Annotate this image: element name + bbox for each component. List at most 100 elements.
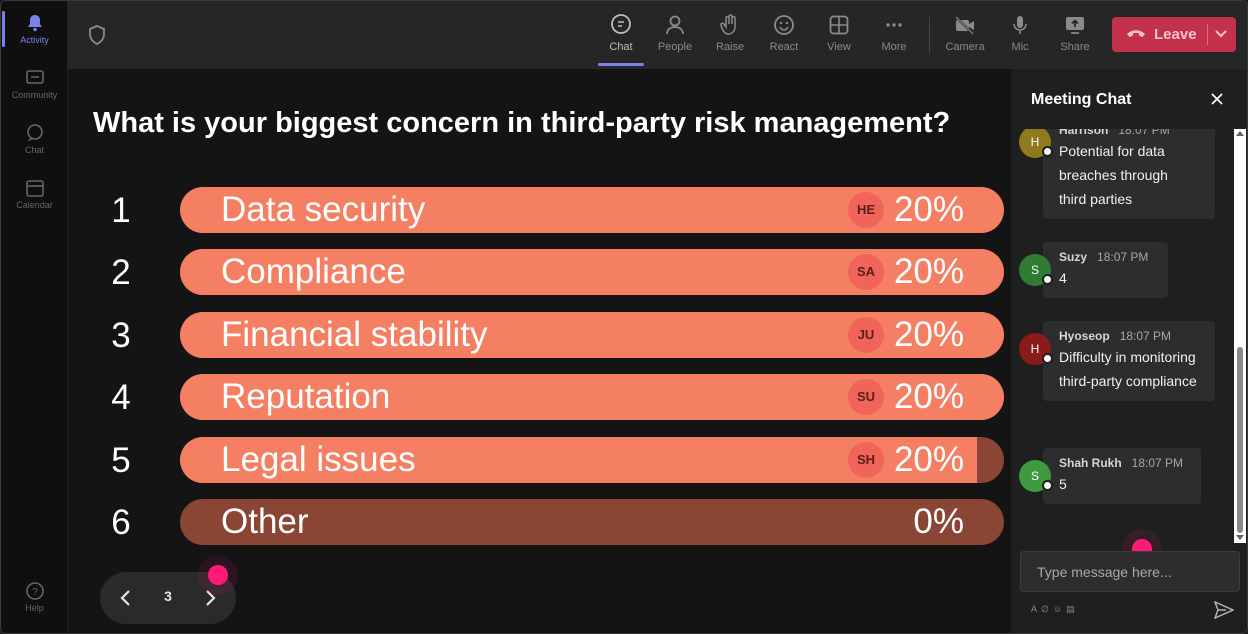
chat-scrollbar[interactable] <box>1234 129 1246 543</box>
sender-name: Hyoseop <box>1059 329 1110 343</box>
option-percent: 20% <box>893 315 964 354</box>
sender-name: Suzy <box>1059 250 1088 264</box>
option-bar: Reputation SU 20% <box>180 374 1004 420</box>
camera-button-label: Camera <box>945 41 985 53</box>
message-input[interactable] <box>1020 551 1240 592</box>
chat-title: Meeting Chat <box>1031 91 1132 108</box>
rail-label: Activity <box>20 35 49 45</box>
send-icon[interactable] <box>1214 601 1234 619</box>
voter-badge: SA <box>848 254 884 290</box>
format-icon[interactable]: A <box>1031 604 1042 614</box>
option-number: 4 <box>111 378 131 417</box>
attach-icon[interactable]: ∅ <box>1041 604 1053 614</box>
rail-label: Help <box>25 603 44 613</box>
scroll-down-arrow-icon[interactable] <box>1236 535 1244 540</box>
message-text: 5 <box>1059 476 1067 492</box>
emoji-icon[interactable]: ☺ <box>1052 604 1067 614</box>
status-dot <box>1042 353 1053 364</box>
chevron-right-icon[interactable] <box>200 588 220 608</box>
chat-button-label: Chat <box>609 41 633 53</box>
option-label: Reputation <box>221 377 391 416</box>
option-number: 6 <box>111 503 131 542</box>
message-text: 4 <box>1059 270 1067 286</box>
voter-badge: JU <box>848 317 884 353</box>
people-button[interactable]: People <box>648 11 702 61</box>
rail-item-chat[interactable]: Chat <box>1 123 68 155</box>
poll-option[interactable]: 4 Reputation SU 20% <box>68 374 1011 420</box>
poll-option[interactable]: 2 Compliance SA 20% <box>68 249 1011 295</box>
option-label: Compliance <box>221 252 406 291</box>
rail-item-activity[interactable]: Activity <box>1 13 68 45</box>
share-button[interactable]: Share <box>1048 11 1102 61</box>
chat-messages: Harrison 18:07 PM Potential for data brea… <box>1011 129 1233 543</box>
option-bar: Other 0% <box>180 499 1004 545</box>
option-label: Financial stability <box>221 315 488 354</box>
leave-button-label: Leave <box>1154 26 1197 43</box>
more-button-label: More <box>881 41 907 53</box>
chevron-down-icon[interactable] <box>1214 29 1228 39</box>
option-bar: Financial stability JU 20% <box>180 312 1004 358</box>
option-number: 5 <box>111 441 131 480</box>
close-icon[interactable] <box>1210 92 1224 106</box>
react-button[interactable]: React <box>757 11 811 61</box>
scroll-thumb[interactable] <box>1237 347 1243 533</box>
toolbar-divider <box>929 17 930 53</box>
shield-icon[interactable] <box>88 25 106 45</box>
option-bar: Legal issues SH 20% <box>180 437 1004 483</box>
chat-message: Harrison 18:07 PM Potential for data brea… <box>1043 129 1215 219</box>
message-text: Potential for data breaches through thir… <box>1059 143 1168 207</box>
view-button[interactable]: View <box>812 11 866 61</box>
voter-badge: SH <box>848 442 884 478</box>
hand-icon <box>720 14 736 35</box>
status-dot <box>1042 146 1053 157</box>
rail-item-help[interactable]: ? Help <box>1 581 68 613</box>
leave-divider <box>1207 24 1208 45</box>
scroll-up-arrow-icon[interactable] <box>1236 131 1244 136</box>
people-icon <box>666 15 684 35</box>
option-label: Other <box>221 502 309 541</box>
raise-hand-button[interactable]: Raise <box>703 11 757 61</box>
avatar[interactable]: H <box>1019 129 1053 158</box>
camera-off-icon <box>955 16 974 35</box>
camera-button[interactable]: Camera <box>938 11 992 61</box>
chat-icon <box>26 124 43 141</box>
chat-button[interactable]: Chat <box>594 11 648 61</box>
rail-item-calendar[interactable]: Calendar <box>1 178 68 210</box>
status-dot <box>1042 274 1053 285</box>
option-number: 3 <box>111 316 131 355</box>
chat-message: Suzy 18:07 PM 4 <box>1043 242 1168 298</box>
rail-item-community[interactable]: Community <box>1 68 68 100</box>
avatar[interactable]: H <box>1019 333 1053 365</box>
react-button-label: React <box>769 41 799 53</box>
more-icon <box>886 23 902 27</box>
meeting-toolbar: Chat People Raise React View More Camera <box>68 1 1247 69</box>
chevron-left-icon[interactable] <box>116 588 136 608</box>
message-time: 18:07 PM <box>1097 250 1149 264</box>
option-bar-fill <box>180 437 977 483</box>
poll-option[interactable]: 6 Other 0% <box>68 499 1011 545</box>
poll-option[interactable]: 3 Financial stability JU 20% <box>68 312 1011 358</box>
poll-option[interactable]: 5 Legal issues SH 20% <box>68 437 1011 483</box>
sender-name: Shah Rukh <box>1059 456 1122 470</box>
sender-name: Harrison <box>1059 129 1109 137</box>
smile-icon <box>774 15 794 35</box>
page-number: 3 <box>164 588 172 604</box>
cursor-indicator <box>208 565 228 585</box>
option-label: Data security <box>221 190 426 229</box>
message-time: 18:07 PM <box>1131 456 1184 470</box>
option-percent: 0% <box>913 502 964 541</box>
more-button[interactable]: More <box>867 11 921 61</box>
message-text: Difficulty in monitoring third-party com… <box>1059 349 1197 389</box>
leave-button[interactable]: Leave <box>1112 17 1236 52</box>
bell-icon <box>27 15 42 32</box>
avatar[interactable]: S <box>1019 254 1053 286</box>
community-icon <box>25 70 44 84</box>
grid-icon <box>829 15 849 35</box>
meeting-chat-panel: Meeting Chat Harrison 18:07 PM Potential … <box>1011 69 1247 633</box>
mic-button[interactable]: Mic <box>993 11 1047 61</box>
poll-option[interactable]: 1 Data security HE 20% <box>68 187 1011 233</box>
gif-icon[interactable]: ▤ <box>1066 604 1079 614</box>
option-bar: Compliance SA 20% <box>180 249 1004 295</box>
avatar[interactable]: S <box>1019 460 1053 492</box>
